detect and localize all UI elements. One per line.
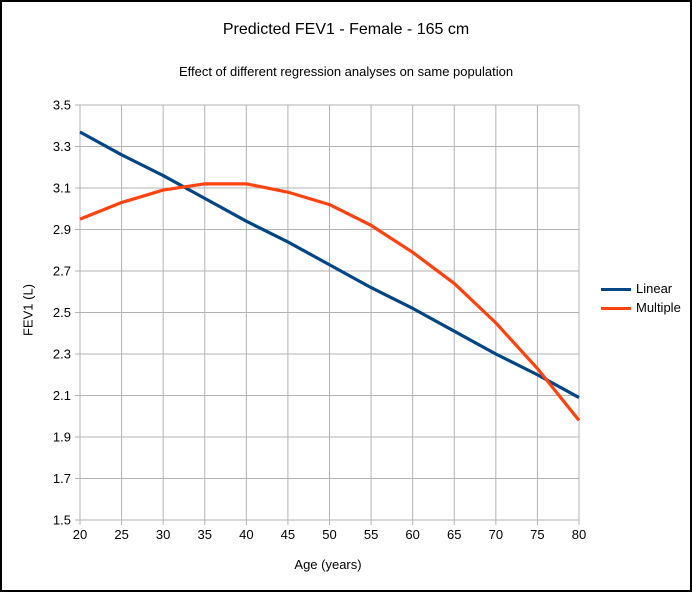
y-tick-label: 3.1 xyxy=(53,181,71,196)
y-tick-label: 3.5 xyxy=(53,98,71,113)
chart-subtitle: Effect of different regression analyses … xyxy=(178,64,514,79)
chart-title: Predicted FEV1 - Female - 165 cm xyxy=(222,21,470,38)
x-tick-label: 75 xyxy=(530,527,544,542)
x-tick-label: 70 xyxy=(489,527,503,542)
x-axis-label: Age (years) xyxy=(294,557,362,572)
x-tick-label: 25 xyxy=(114,527,128,542)
x-tick-label: 55 xyxy=(364,527,378,542)
x-tick-label: 50 xyxy=(322,527,336,542)
x-tick-label: 65 xyxy=(447,527,461,542)
y-tick-label: 1.5 xyxy=(53,513,71,528)
legend-label-linear: Linear xyxy=(636,281,673,296)
y-tick-label: 1.7 xyxy=(53,471,71,486)
x-tick-label: 35 xyxy=(198,527,212,542)
x-tick-label: 80 xyxy=(572,527,586,542)
legend-item-linear: Linear xyxy=(601,281,681,297)
x-tick-label: 45 xyxy=(281,527,295,542)
y-tick-label: 2.1 xyxy=(53,388,71,403)
y-tick-label: 3.3 xyxy=(53,139,71,154)
y-tick-label: 2.7 xyxy=(53,264,71,279)
legend: Linear Multiple xyxy=(601,281,681,319)
y-axis-label: FEV1 (L) xyxy=(20,283,36,337)
y-tick-label: 2.3 xyxy=(53,347,71,362)
x-tick-label: 40 xyxy=(239,527,253,542)
x-tick-label: 30 xyxy=(156,527,170,542)
legend-swatch-multiple xyxy=(601,306,631,310)
y-tick-label: 1.9 xyxy=(53,430,71,445)
series-line-linear xyxy=(79,130,580,399)
x-tick-label: 20 xyxy=(73,527,87,542)
legend-label-multiple: Multiple xyxy=(636,300,681,315)
series-line-multiple xyxy=(79,182,581,422)
legend-item-multiple: Multiple xyxy=(601,300,681,316)
y-tick-label: 2.9 xyxy=(53,222,71,237)
x-tick-label: 60 xyxy=(405,527,419,542)
y-tick-label: 2.5 xyxy=(53,305,71,320)
legend-swatch-linear xyxy=(601,287,631,291)
